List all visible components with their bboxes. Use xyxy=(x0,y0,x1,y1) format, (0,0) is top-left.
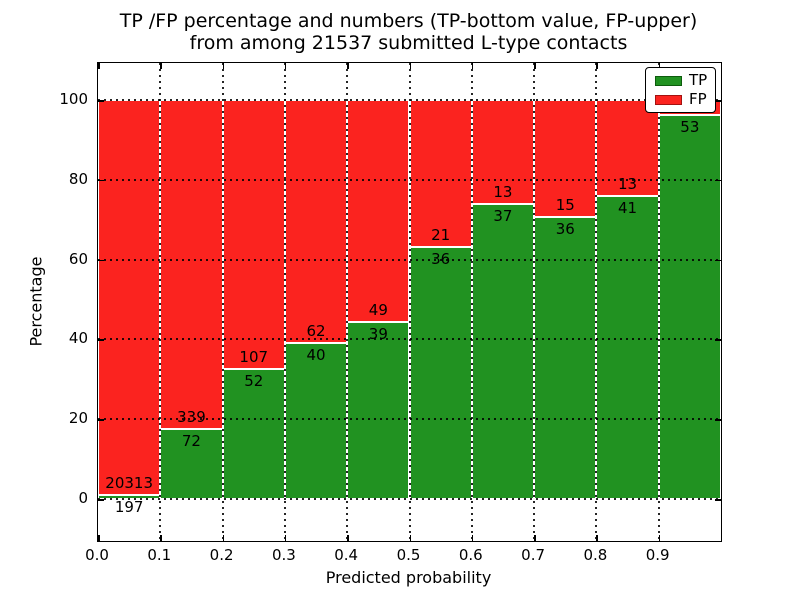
bar-segment-tp xyxy=(471,203,535,499)
legend: TP FP xyxy=(645,67,716,113)
chart-title-line-1: TP /FP percentage and numbers (TP-bottom… xyxy=(119,10,698,32)
legend-swatch-fp-icon xyxy=(655,94,682,105)
legend-row-fp: FP xyxy=(646,92,715,107)
bar-segment-tp xyxy=(98,495,161,499)
bar-segment-fp xyxy=(534,100,597,218)
chart-title-line-2: from among 21537 submitted L-type contac… xyxy=(189,32,628,54)
y-tick-label: 0 xyxy=(78,489,88,507)
bar-segment-fp xyxy=(284,100,348,343)
x-tick-label: 0.6 xyxy=(458,546,483,564)
bar-segment-tp xyxy=(534,217,597,499)
bar-segment-fp xyxy=(347,100,410,323)
legend-row-tp: TP xyxy=(646,73,715,88)
y-tick-label: 20 xyxy=(68,409,88,428)
bar-segment-fp xyxy=(471,100,535,204)
y-axis-label: Percentage xyxy=(26,256,46,347)
x-axis-label: Predicted probability xyxy=(325,568,492,587)
legend-swatch-tp-icon xyxy=(655,75,682,86)
bar-segment-fp xyxy=(596,100,659,197)
x-tick-label: 0.1 xyxy=(147,546,172,564)
legend-label-fp: FP xyxy=(689,90,707,108)
bar-segment-fp xyxy=(98,100,161,496)
bar-segment-tp xyxy=(658,114,721,499)
bar-segment-tp xyxy=(284,342,348,499)
bars-layer xyxy=(98,63,721,541)
y-tick-label: 40 xyxy=(68,329,88,348)
x-tick-label: 0.9 xyxy=(645,546,670,564)
x-tick-label: 0.8 xyxy=(583,546,608,564)
x-tick-label: 0.2 xyxy=(209,546,234,564)
x-tick-label: 0.5 xyxy=(396,546,421,564)
y-tick-label: 60 xyxy=(68,249,88,268)
bar-segment-tp xyxy=(222,368,285,499)
y-tick-label: 100 xyxy=(59,90,88,108)
x-tick-label: 0.7 xyxy=(521,546,546,564)
bar-segment-tp xyxy=(596,196,659,499)
x-tick-label: 0.3 xyxy=(271,546,296,564)
y-tick-label: 80 xyxy=(68,169,88,188)
axes: 20313 197 339 72 107 52 62 40 49 39 21 36 13 37 15 36 13… xyxy=(97,62,722,542)
bar-segment-fp xyxy=(409,100,472,247)
x-tick-label: 0.0 xyxy=(85,546,109,564)
x-tick-label: 0.4 xyxy=(334,546,359,564)
bar-segment-fp xyxy=(160,100,223,430)
bar-segment-tp xyxy=(409,246,472,499)
bar-segment-tp xyxy=(160,429,223,499)
legend-label-tp: TP xyxy=(689,71,708,89)
bar-segment-tp xyxy=(347,322,410,499)
bar-segment-fp xyxy=(222,100,285,369)
